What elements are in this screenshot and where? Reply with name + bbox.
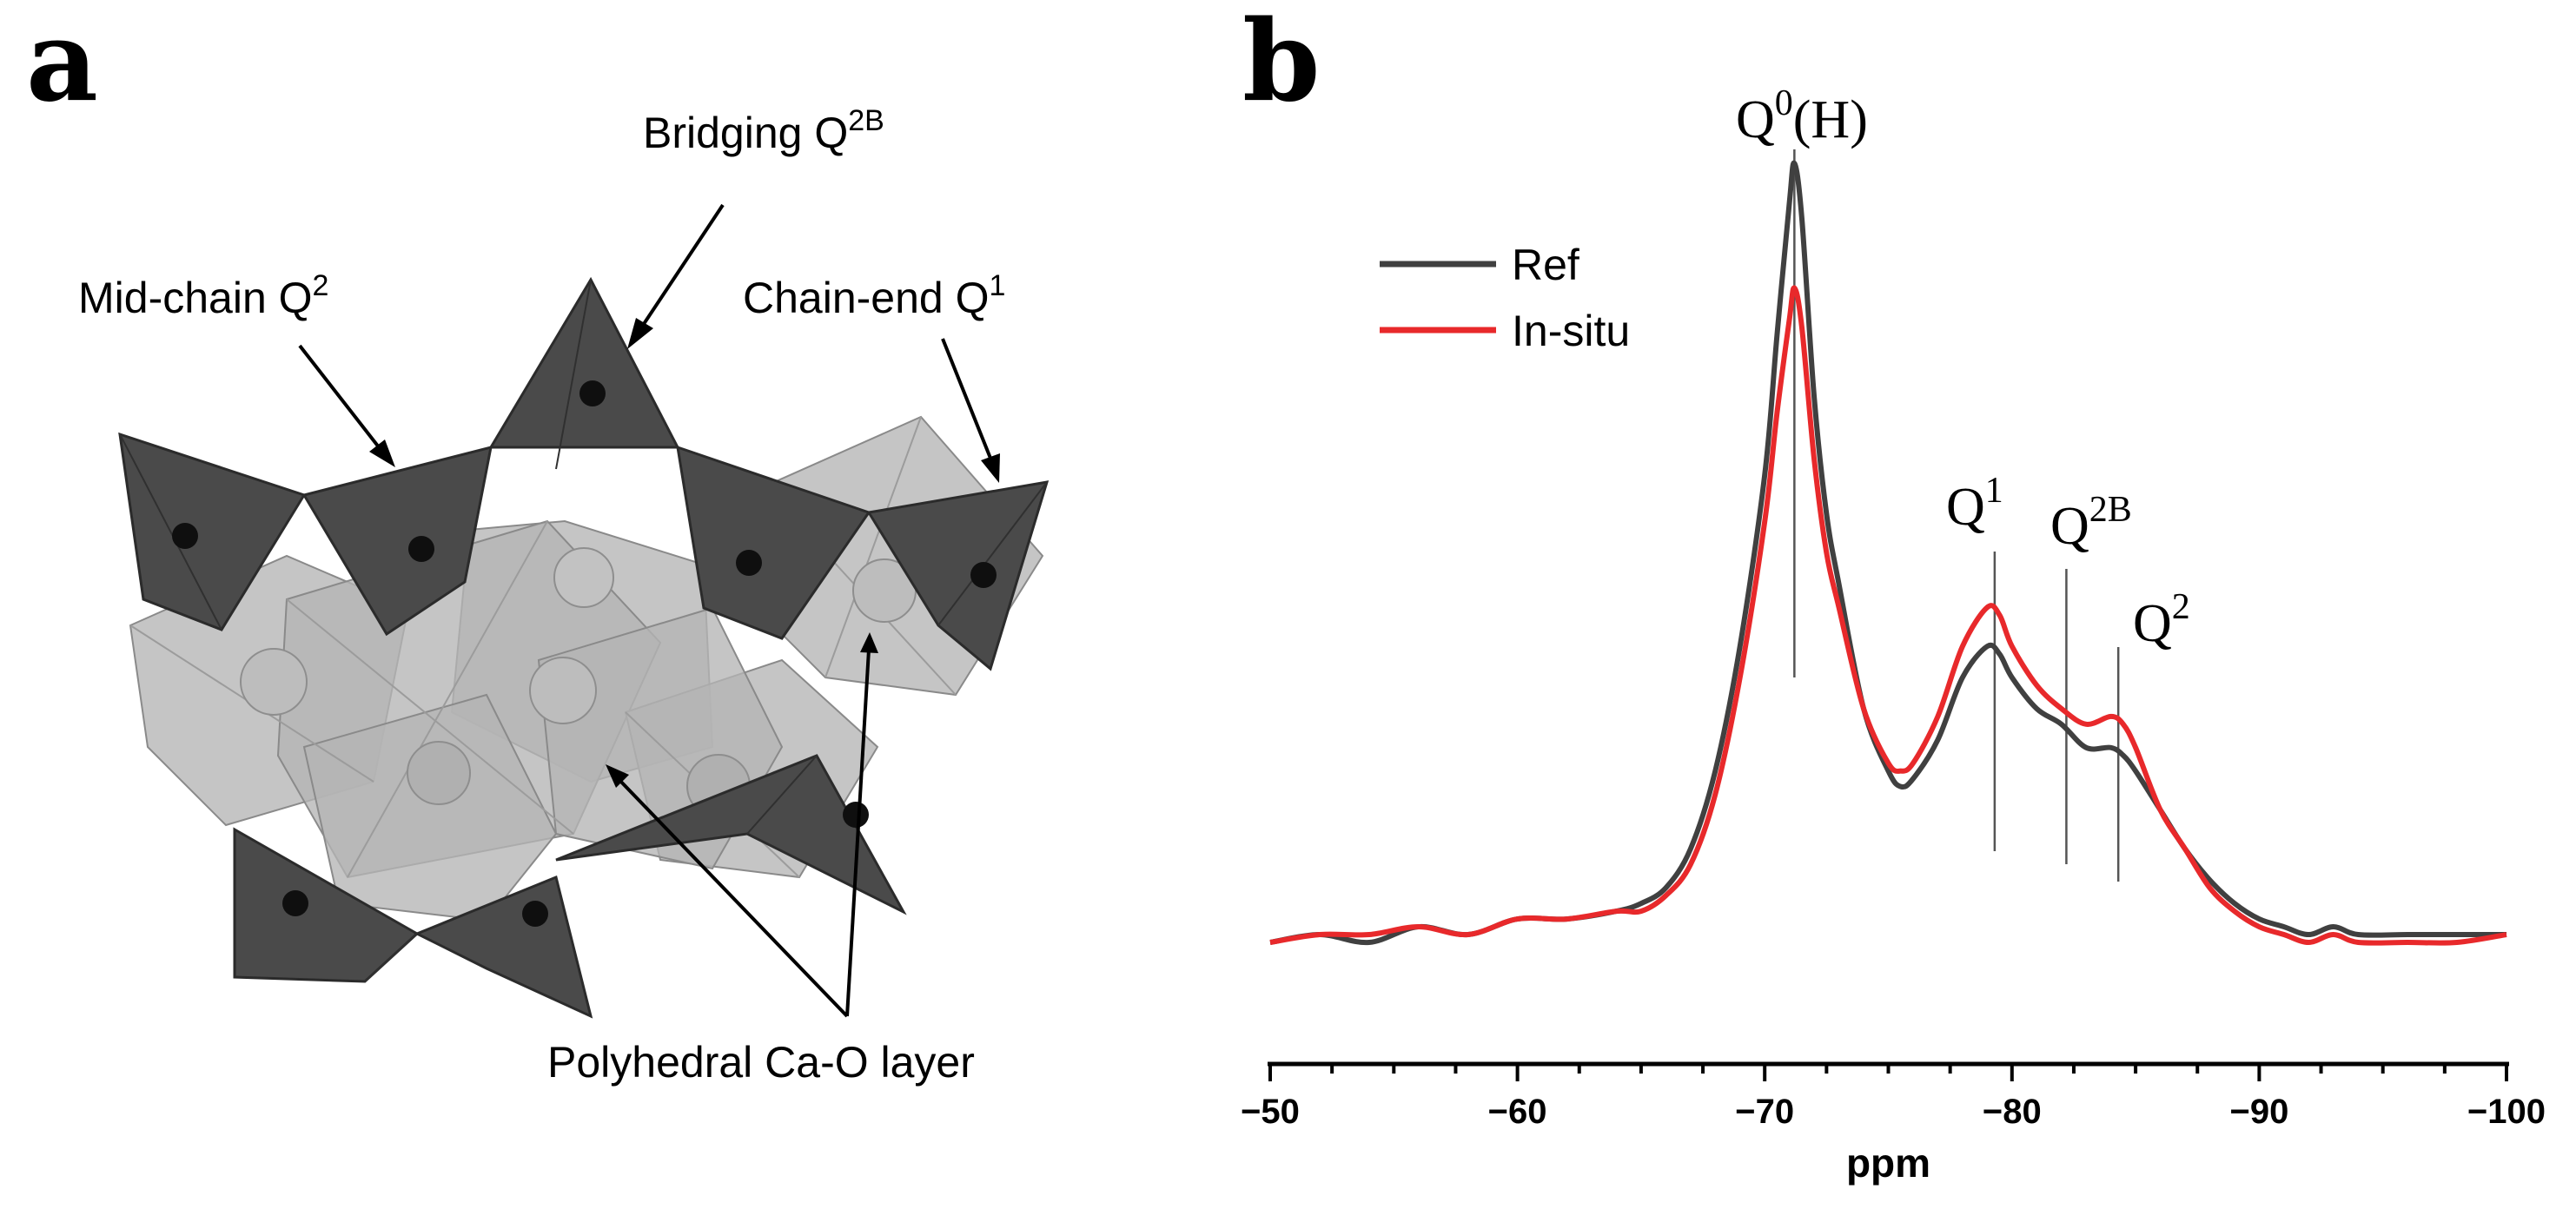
legend-label-ref: Ref xyxy=(1512,241,1579,289)
arrow-chainend xyxy=(941,338,993,461)
si-atom xyxy=(736,550,762,576)
ca-sphere xyxy=(553,547,614,608)
x-tick-label: −90 xyxy=(2229,1093,2288,1131)
legend-label-insitu: In-situ xyxy=(1512,307,1630,355)
x-axis-ticks xyxy=(1268,1064,2508,1081)
si-tetrahedra xyxy=(118,276,1050,1019)
nmr-spectrum-chart: −50 −60 −70 −80 −90 −100 ppm Ref In-situ Q0(H… xyxy=(1241,83,2546,1186)
x-tick-label: −80 xyxy=(1983,1093,2042,1131)
si-atom xyxy=(408,536,434,562)
arrow-bridging xyxy=(637,203,725,334)
label-chainend: Chain-end Q1 xyxy=(743,269,1005,322)
x-tick-label: −60 xyxy=(1488,1093,1547,1131)
crystal-structure-illustration xyxy=(118,276,1050,1019)
peak-label-q1: Q1 xyxy=(1946,471,2003,537)
x-tick-label: −100 xyxy=(2467,1093,2546,1131)
si-atom xyxy=(579,380,606,406)
peak-marker-lines xyxy=(1793,149,2120,882)
arrow-layer-1 xyxy=(615,776,849,1018)
si-atom xyxy=(970,562,997,588)
octahedron-4 xyxy=(302,693,558,922)
panel-a-letter: a xyxy=(26,0,98,127)
panel-b-letter: b xyxy=(1242,0,1321,127)
tetrahedron-bridging xyxy=(488,276,680,449)
arrowhead-bridging xyxy=(627,318,653,349)
si-atoms xyxy=(172,380,997,927)
arrow-layer-2 xyxy=(845,649,871,1017)
tetrahedron-chainend xyxy=(866,480,1050,671)
peak-label-q0h: Q0(H) xyxy=(1736,83,1868,149)
tetrahedra-facets xyxy=(119,279,1048,982)
x-tick-label: −70 xyxy=(1735,1093,1794,1131)
tetrahedron-midchain xyxy=(301,445,493,637)
arrowhead-chainend xyxy=(981,453,1000,483)
x-tick-label: −50 xyxy=(1241,1093,1300,1131)
peak-label-q2b: Q2B xyxy=(2050,490,2132,556)
label-midchain: Mid-chain Q2 xyxy=(78,269,328,322)
panel-a: a xyxy=(26,0,1050,1087)
tetrahedron-right-1 xyxy=(676,445,871,640)
arrow-midchain xyxy=(298,344,384,453)
annotation-arrows xyxy=(298,203,1000,1018)
label-bridging: Bridging Q2B xyxy=(643,104,884,157)
tetrahedron-bottom-3 xyxy=(555,754,907,915)
ca-sphere xyxy=(407,741,471,805)
arrowhead-midchain xyxy=(369,439,395,467)
arrowhead-layer-2 xyxy=(860,632,878,653)
ca-sphere xyxy=(240,648,308,716)
peak-label-q2: Q2 xyxy=(2133,587,2190,653)
spectrum-series xyxy=(1269,160,2507,946)
series-line-ref xyxy=(1269,160,2506,946)
si-atom xyxy=(282,890,308,916)
ca-sphere xyxy=(529,657,597,724)
si-atom xyxy=(172,523,198,549)
series-line-in-situ xyxy=(1269,285,2507,946)
legend: Ref In-situ xyxy=(1380,241,1630,355)
si-atom xyxy=(843,802,869,828)
arrowhead-layer-1 xyxy=(606,764,629,788)
si-atom xyxy=(522,901,548,927)
x-axis-tick-labels: −50 −60 −70 −80 −90 −100 xyxy=(1241,1093,2546,1131)
x-axis-title: ppm xyxy=(1846,1140,1930,1186)
label-ca-o-layer: Polyhedral Ca-O layer xyxy=(547,1038,975,1087)
panel-b: b −50 −60 −70 −80 −90 −100 ppm Ref In-situ Q0… xyxy=(1241,0,2546,1186)
